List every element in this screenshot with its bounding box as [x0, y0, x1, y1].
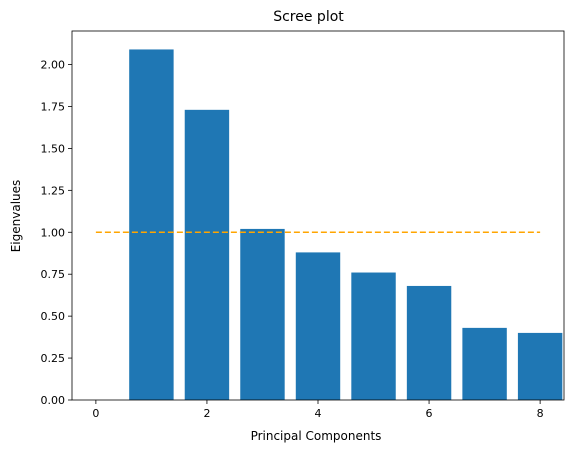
bar-pc-8 [517, 332, 563, 400]
y-tick-label: 1.75 [41, 100, 66, 113]
y-tick-label: 1.00 [41, 226, 66, 239]
bar-pc-3 [240, 228, 285, 400]
bar-pc-1 [129, 49, 174, 400]
x-tick-label: 0 [92, 407, 99, 420]
x-axis-label: Principal Components [251, 429, 382, 443]
bar-pc-7 [462, 327, 507, 400]
plot-area: 0 2 4 6 8 0.00 0.25 0.50 0.75 1.00 1.25 1.50 1.75 2.0… [41, 30, 565, 420]
y-tick-label: 0.50 [41, 310, 66, 323]
bar-pc-2 [184, 109, 230, 400]
x-tick-label: 2 [203, 407, 210, 420]
y-tick-label: 0.00 [41, 394, 66, 407]
x-tick-label: 8 [537, 407, 544, 420]
y-tick-label: 1.25 [41, 184, 66, 197]
bar-pc-5 [351, 272, 396, 400]
x-tick-label: 6 [426, 407, 433, 420]
x-tick-label: 4 [315, 407, 322, 420]
y-tick-label: 0.25 [41, 352, 66, 365]
chart-title: Scree plot [273, 9, 344, 25]
bar-pc-4 [295, 252, 341, 400]
y-tick-label: 0.75 [41, 268, 66, 281]
y-tick-label: 1.50 [41, 142, 66, 155]
y-tick-label: 2.00 [41, 59, 66, 72]
bar-pc-6 [406, 285, 452, 400]
y-axis-label: Eigenvalues [9, 180, 23, 253]
